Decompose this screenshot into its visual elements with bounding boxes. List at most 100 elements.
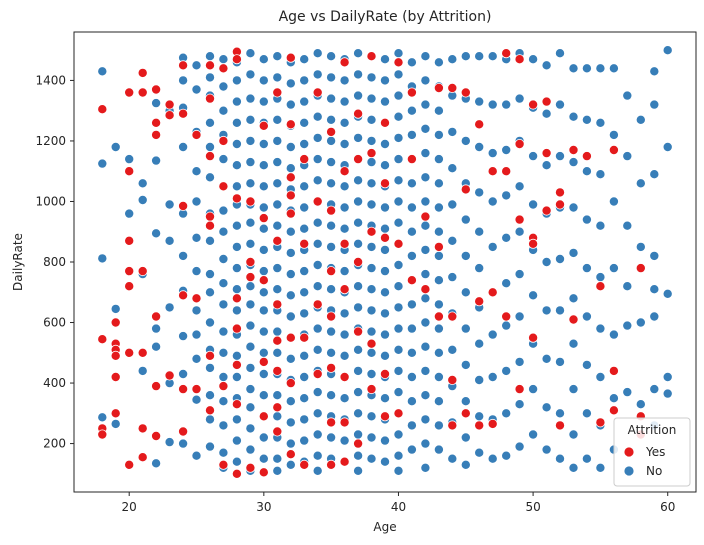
point-no <box>501 144 512 155</box>
point-no <box>218 396 229 407</box>
point-no <box>393 387 404 398</box>
point-no <box>204 362 215 373</box>
point-yes <box>366 226 377 237</box>
point-no <box>353 387 364 398</box>
point-no <box>339 393 350 404</box>
point-no <box>514 441 525 452</box>
point-yes <box>447 374 458 385</box>
point-no <box>433 57 444 68</box>
point-no <box>474 187 485 198</box>
point-no <box>353 132 364 143</box>
point-no <box>460 359 471 370</box>
point-yes <box>110 408 121 419</box>
point-no <box>218 371 229 382</box>
point-no <box>272 199 283 210</box>
point-yes <box>124 235 135 246</box>
point-no <box>447 163 458 174</box>
point-no <box>379 96 390 107</box>
point-no <box>245 402 256 413</box>
point-yes <box>204 60 215 71</box>
point-no <box>151 323 162 334</box>
point-no <box>285 311 296 322</box>
point-no <box>218 253 229 264</box>
point-no <box>555 453 566 464</box>
point-no <box>312 154 323 165</box>
point-yes <box>178 200 189 211</box>
point-no <box>514 399 525 410</box>
point-no <box>285 163 296 174</box>
point-no <box>366 178 377 189</box>
point-no <box>581 359 592 370</box>
point-no <box>272 347 283 358</box>
point-no <box>393 429 404 440</box>
point-no <box>245 178 256 189</box>
point-yes <box>528 332 539 343</box>
point-no <box>393 154 404 165</box>
point-no <box>447 453 458 464</box>
point-yes <box>447 311 458 322</box>
point-yes <box>326 126 337 137</box>
point-yes <box>299 459 310 470</box>
point-no <box>258 75 269 86</box>
point-no <box>555 305 566 316</box>
point-yes <box>541 148 552 159</box>
point-no <box>433 347 444 358</box>
point-no <box>568 157 579 168</box>
point-no <box>487 196 498 207</box>
point-no <box>379 244 390 255</box>
point-no <box>541 256 552 267</box>
point-no <box>608 329 619 340</box>
point-no <box>581 453 592 464</box>
point-yes <box>272 402 283 413</box>
point-no <box>285 417 296 428</box>
point-yes <box>97 334 108 345</box>
point-no <box>528 199 539 210</box>
point-no <box>312 217 323 228</box>
point-yes <box>124 166 135 177</box>
point-yes <box>460 408 471 419</box>
point-yes <box>151 84 162 95</box>
point-no <box>635 241 646 252</box>
point-no <box>581 63 592 74</box>
point-no <box>420 414 431 425</box>
point-no <box>487 329 498 340</box>
point-no <box>501 365 512 376</box>
point-no <box>608 63 619 74</box>
x-tick-label: 30 <box>256 500 271 514</box>
point-no <box>231 181 242 192</box>
point-no <box>474 141 485 152</box>
point-no <box>366 453 377 464</box>
point-no <box>420 75 431 86</box>
point-yes <box>124 459 135 470</box>
y-axis: 200 400 600 800 1000 1200 1400 <box>35 73 74 451</box>
point-no <box>420 293 431 304</box>
point-no <box>218 81 229 92</box>
point-no <box>514 311 525 322</box>
chart-title: Age vs DailyRate (by Attrition) <box>279 9 492 25</box>
point-yes <box>164 110 175 121</box>
point-no <box>581 114 592 125</box>
point-yes <box>191 384 202 395</box>
point-yes <box>137 347 148 358</box>
point-no <box>124 208 135 219</box>
point-no <box>433 396 444 407</box>
point-no <box>393 111 404 122</box>
point-no <box>393 48 404 59</box>
point-no <box>353 344 364 355</box>
point-no <box>312 429 323 440</box>
y-tick-label: 1200 <box>35 134 66 148</box>
point-no <box>406 226 417 237</box>
legend-label-yes: Yes <box>645 445 665 459</box>
point-yes <box>151 117 162 128</box>
point-no <box>245 320 256 331</box>
point-no <box>204 317 215 328</box>
point-yes <box>353 154 364 165</box>
point-no <box>272 263 283 274</box>
point-yes <box>137 452 148 463</box>
point-no <box>204 414 215 425</box>
point-no <box>218 154 229 165</box>
point-no <box>366 432 377 443</box>
point-no <box>379 138 390 149</box>
point-yes <box>353 326 364 337</box>
point-no <box>541 160 552 171</box>
